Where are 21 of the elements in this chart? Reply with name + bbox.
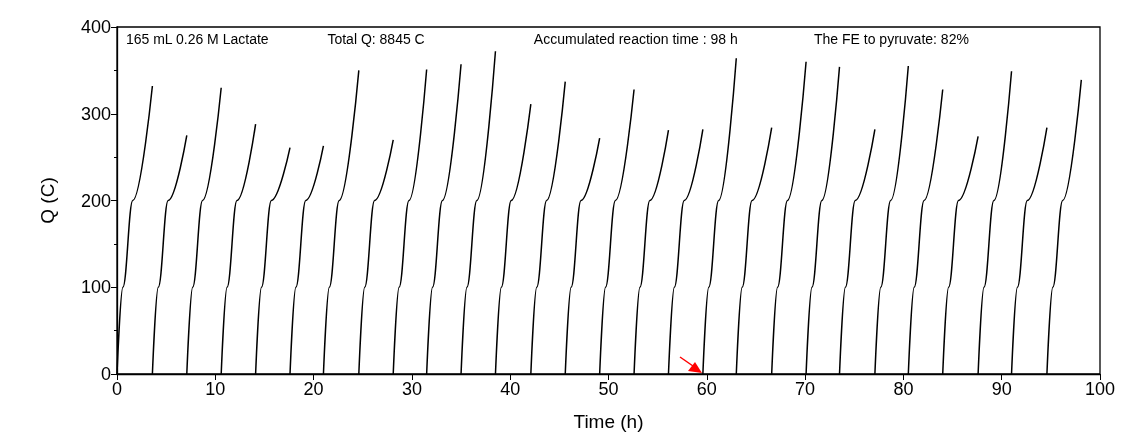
x-tick-label: 30 bbox=[401, 379, 422, 399]
annotation: The FE to pyruvate: 82% bbox=[814, 31, 969, 47]
x-tick-label: 60 bbox=[696, 379, 717, 399]
x-tick-label: 70 bbox=[795, 379, 816, 399]
x-tick-label: 40 bbox=[500, 379, 521, 399]
y-tick-label: 200 bbox=[80, 190, 111, 211]
y-tick-label: 400 bbox=[80, 17, 111, 37]
annotation: 165 mL 0.26 M Lactate bbox=[125, 31, 269, 47]
annotation: Total Q: 8845 C bbox=[327, 31, 425, 47]
y-tick-label: 0 bbox=[100, 364, 111, 384]
x-tick-label: 20 bbox=[303, 379, 324, 399]
annotation: Accumulated reaction time : 98 h bbox=[533, 31, 738, 47]
y-tick-label: 100 bbox=[80, 277, 111, 298]
x-axis-title: Time (h) bbox=[573, 411, 644, 432]
y-tick-label: 300 bbox=[80, 103, 111, 124]
x-tick-label: 100 bbox=[1084, 379, 1116, 399]
x-tick-label: 10 bbox=[205, 379, 226, 399]
y-axis-title: Q (C) bbox=[37, 177, 58, 224]
x-tick-label: 90 bbox=[991, 379, 1012, 399]
x-tick-label: 80 bbox=[893, 379, 914, 399]
x-tick-label: 50 bbox=[598, 379, 619, 399]
